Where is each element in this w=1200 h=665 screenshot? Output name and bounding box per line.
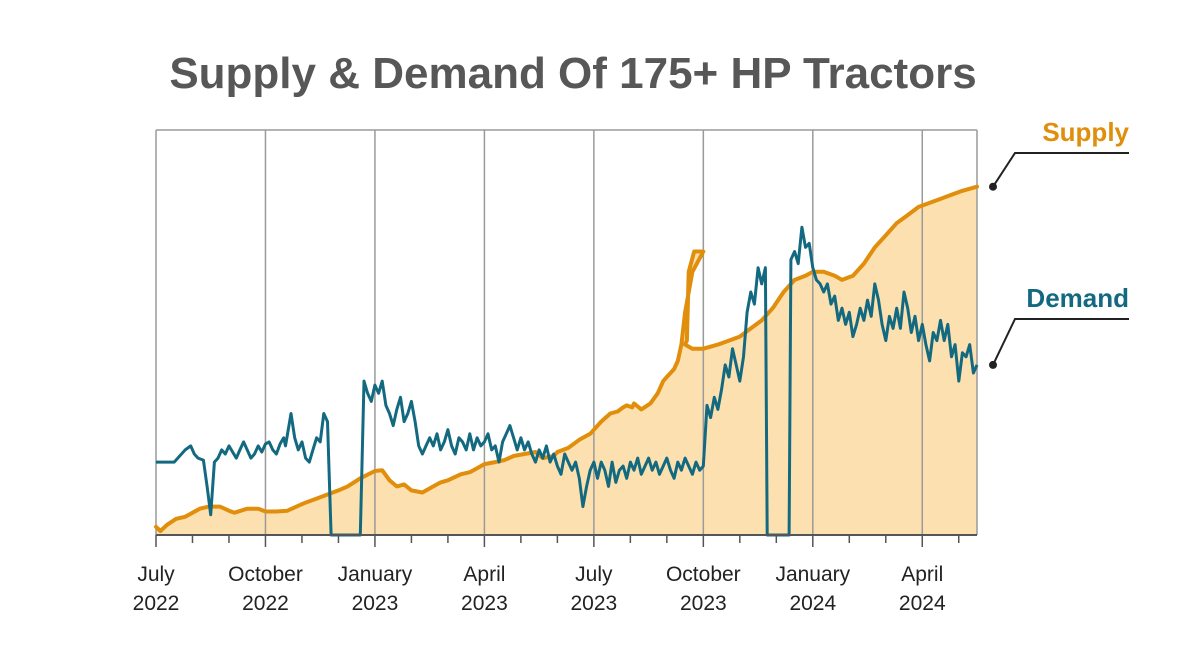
x-tick-label-month-6: January [775, 563, 850, 586]
series-lines [154, 184, 979, 537]
legend: Supply Demand [989, 117, 1130, 369]
supply-fill-layer [156, 186, 977, 535]
plot-area: July 2022 October 2022 January 2023 April 2023 J… [133, 129, 979, 615]
legend-dot-supply [989, 182, 997, 191]
legend-label-demand: Demand [1026, 283, 1129, 313]
legend-leader-demand [992, 318, 1129, 366]
x-tick-label-year-3: 2023 [461, 592, 508, 615]
x-tick-label-month-5: October [666, 563, 741, 586]
legend-label-supply: Supply [1042, 117, 1129, 147]
x-tick-label-month-7: April [901, 563, 943, 586]
demand-line [156, 225, 979, 537]
x-tick-label-month-4: July [575, 563, 613, 586]
x-tick-labels: July 2022 October 2022 January 2023 April 2023 J… [133, 563, 946, 615]
chart-title: Supply & Demand Of 175+ HP Tractors [169, 49, 976, 98]
x-tick-label-month-2: January [338, 563, 413, 586]
x-tick-label-month-3: April [463, 563, 505, 586]
legend-dot-demand [989, 360, 997, 369]
legend-leader-supply [992, 152, 1129, 188]
x-tick-label-year-0: 2022 [133, 592, 180, 615]
x-tick-label-year-4: 2023 [571, 592, 618, 615]
x-axis [155, 534, 977, 547]
grid-layer [155, 129, 978, 535]
x-tick-label-year-7: 2024 [899, 592, 946, 615]
supply-line [154, 184, 979, 533]
x-tick-label-month-1: October [228, 563, 303, 586]
x-tick-label-year-6: 2024 [789, 592, 836, 615]
x-tick-label-month-0: July [137, 563, 175, 586]
x-tick-label-year-2: 2023 [352, 592, 399, 615]
x-tick-label-year-1: 2022 [242, 592, 289, 615]
x-tick-label-year-5: 2023 [680, 592, 727, 615]
supply-area [156, 186, 977, 535]
